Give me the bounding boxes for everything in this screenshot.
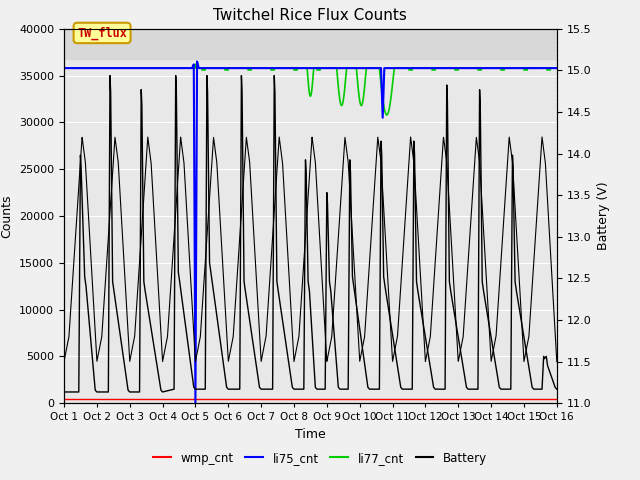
Text: TW_flux: TW_flux bbox=[77, 26, 127, 40]
Legend: wmp_cnt, li75_cnt, li77_cnt, Battery: wmp_cnt, li75_cnt, li77_cnt, Battery bbox=[148, 447, 492, 469]
Bar bbox=[64, 29, 557, 59]
Y-axis label: Counts: Counts bbox=[1, 194, 13, 238]
Title: Twitchel Rice Flux Counts: Twitchel Rice Flux Counts bbox=[214, 9, 407, 24]
Y-axis label: Battery (V): Battery (V) bbox=[597, 182, 610, 250]
X-axis label: Time: Time bbox=[295, 428, 326, 441]
